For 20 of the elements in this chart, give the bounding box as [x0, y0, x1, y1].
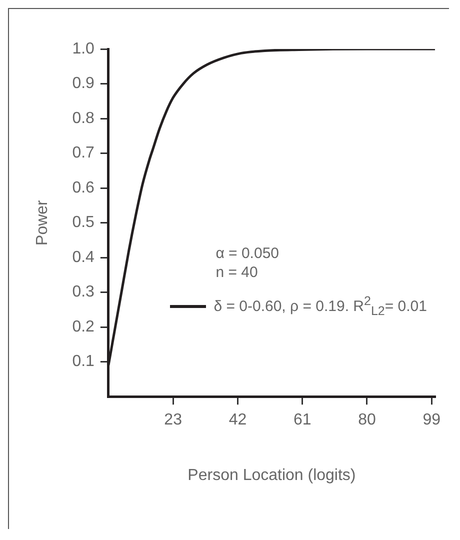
y-tick-label: 0.6 — [72, 179, 95, 196]
x-tick-label: 42 — [228, 412, 247, 429]
y-tick-label: 0.8 — [72, 110, 95, 127]
y-tick-label: 1.0 — [72, 40, 95, 58]
legend-label: δ = 0-0.60, ρ = 0.19. R$^{2}$$_{L2}$= 0.01 — [214, 293, 427, 320]
annotation: α = 0.050 — [216, 244, 280, 263]
y-tick-label: 0.9 — [72, 75, 95, 92]
x-tick-label: 61 — [293, 412, 312, 429]
y-tick-label: 0.2 — [72, 318, 95, 336]
y-tick-label: 0.4 — [72, 248, 95, 266]
y-tick-label: 0.1 — [72, 353, 95, 370]
x-tick-label: 80 — [358, 412, 376, 429]
x-tick-label: 23 — [164, 412, 182, 429]
x-tick-label: 99 — [422, 412, 441, 429]
y-tick-label: 0.5 — [72, 214, 95, 232]
x-axis-title: Person Location (logits) — [188, 466, 356, 484]
y-axis-title: Power — [34, 199, 52, 246]
y-tick-label: 0.7 — [72, 144, 95, 162]
annotation: n = 40 — [216, 263, 259, 282]
y-tick-label: 0.3 — [72, 284, 95, 301]
